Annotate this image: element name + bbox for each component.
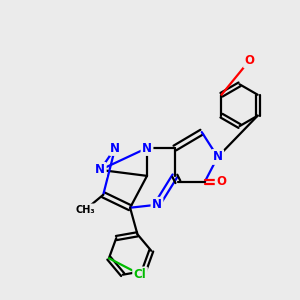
- Text: N: N: [152, 198, 162, 211]
- Text: N: N: [213, 151, 223, 164]
- Text: CH₃: CH₃: [76, 205, 95, 215]
- Text: O: O: [216, 176, 226, 188]
- Text: Cl: Cl: [134, 268, 146, 281]
- Text: N: N: [95, 164, 105, 176]
- Text: O: O: [244, 54, 254, 67]
- Text: N: N: [110, 142, 120, 154]
- Text: N: N: [142, 142, 152, 154]
